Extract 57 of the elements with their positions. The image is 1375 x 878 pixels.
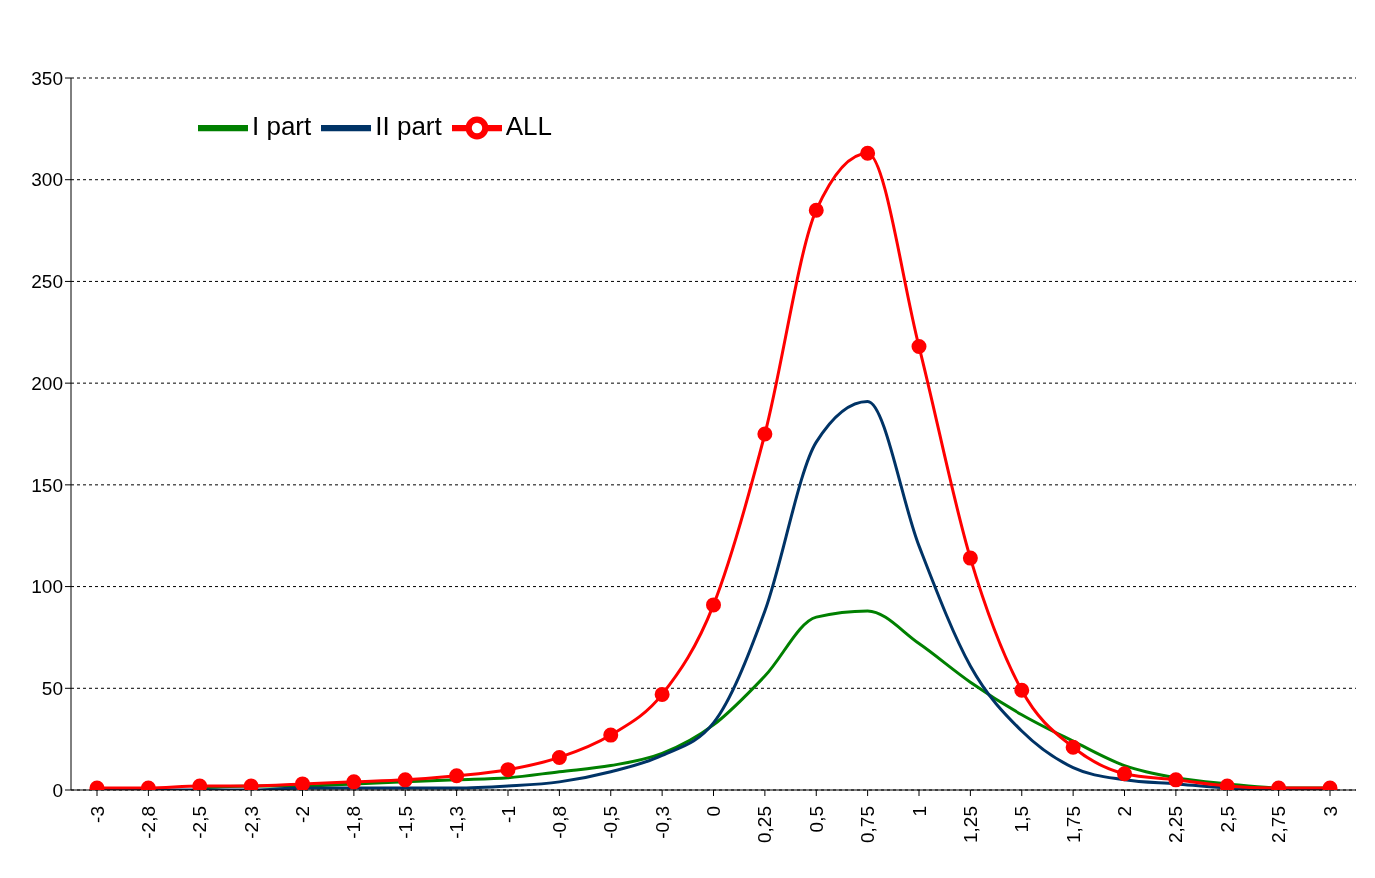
point: [1065, 739, 1081, 755]
x-tick-label: -1,3: [446, 806, 468, 839]
legend-label: II part: [375, 110, 442, 141]
point: [551, 749, 567, 765]
point: [1168, 772, 1184, 788]
point: [1117, 766, 1132, 782]
point: [962, 550, 978, 566]
y-tick-label: 50: [41, 678, 63, 700]
x-tick-label: -0,3: [651, 806, 673, 839]
point: [1219, 778, 1235, 790]
y-tick-label: 200: [31, 372, 63, 394]
point: [397, 772, 413, 788]
y-tick-label: 250: [31, 271, 63, 293]
point: [860, 145, 876, 161]
x-tick-label: -1: [497, 806, 519, 823]
point: [603, 727, 619, 743]
x-tick-label: 2,5: [1216, 806, 1238, 833]
legend-label: ALL: [505, 110, 552, 141]
x-tick-label: 0,75: [857, 806, 879, 843]
x-tick-label: -1,8: [343, 806, 365, 839]
x-tick-label: -0,5: [600, 806, 622, 839]
x-tick-label: 2: [1114, 806, 1135, 817]
x-tick-label: 2,25: [1165, 806, 1187, 843]
point: [654, 686, 670, 702]
y-tick-label: 150: [31, 474, 63, 496]
y-tick-label: 300: [31, 169, 63, 191]
x-tick-label: 1,75: [1062, 806, 1084, 843]
x-tick-label: 1,5: [1011, 806, 1033, 833]
point: [911, 339, 927, 355]
point: [757, 426, 773, 442]
point: [808, 202, 824, 218]
x-tick-label: 0: [703, 806, 724, 817]
y-tick-label: 100: [31, 576, 63, 598]
legend-label: I part: [252, 110, 312, 141]
point: [346, 774, 362, 790]
x-tick-label: 0,25: [754, 806, 776, 843]
x-tick-label: -1,5: [394, 806, 416, 839]
point: [295, 776, 310, 790]
x-tick-label: -2,5: [189, 806, 211, 839]
x-tick-label: -3: [86, 806, 108, 823]
point: [500, 762, 516, 778]
y-tick-label: 350: [31, 67, 63, 89]
x-tick-label: -2,8: [137, 806, 159, 839]
point: [706, 597, 721, 613]
y-tick-label: 0: [52, 779, 63, 801]
x-tick-label: 1: [908, 806, 930, 817]
x-tick-label: 0,5: [805, 806, 827, 833]
x-tick-label: 3: [1319, 806, 1341, 817]
x-tick-label: 1,25: [959, 806, 981, 843]
point: [1014, 682, 1030, 698]
x-tick-label: -2: [292, 806, 313, 823]
point: [243, 778, 259, 790]
x-tick-label: -2,3: [240, 806, 262, 839]
x-tick-label: 2,75: [1268, 806, 1290, 843]
point: [192, 778, 208, 790]
x-tick-label: -0,8: [548, 806, 570, 839]
point: [449, 768, 465, 784]
